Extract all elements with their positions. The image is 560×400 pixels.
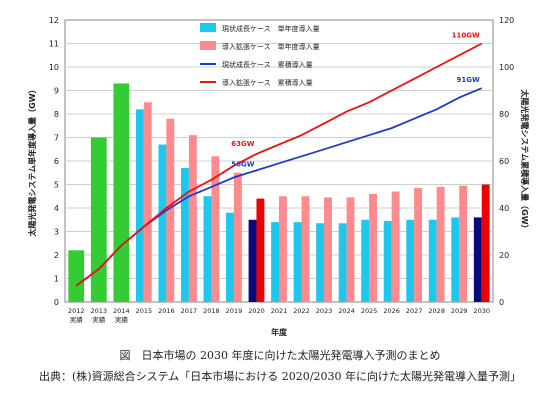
y-left-tick-label: 10 bbox=[49, 63, 59, 72]
x-tick-label: 2017 bbox=[181, 307, 198, 315]
bar-expansion bbox=[143, 102, 152, 302]
bar-expansion bbox=[459, 185, 468, 302]
bar-current-growth bbox=[135, 109, 144, 302]
y-left-tick-label: 7 bbox=[54, 134, 59, 143]
y-right-tick-label: 100 bbox=[499, 63, 514, 72]
legend-label: 導入拡張ケース 累積導入量 bbox=[222, 78, 313, 87]
x-tick-label: 2025 bbox=[361, 307, 378, 315]
x-tick-label: 2028 bbox=[428, 307, 445, 315]
figure-caption: 図 日本市場の 2030 年度に向けた太陽光発電導入予測のまとめ bbox=[119, 349, 441, 362]
bar-current-growth bbox=[248, 219, 257, 302]
bar-expansion bbox=[301, 196, 310, 302]
x-tick-label: 2026 bbox=[383, 307, 400, 315]
x-tick-label: 2019 bbox=[226, 307, 243, 315]
bar-current-growth bbox=[406, 219, 415, 302]
bar-current-growth bbox=[473, 217, 482, 302]
y-left-tick-label: 4 bbox=[54, 204, 59, 213]
bar-current-growth bbox=[428, 219, 437, 302]
y-right-tick-label: 20 bbox=[499, 251, 509, 260]
bar-expansion bbox=[369, 193, 377, 302]
x-axis-title: 年度 bbox=[271, 327, 288, 337]
x-tick-label: 2030 bbox=[473, 307, 490, 315]
bar-expansion bbox=[256, 198, 265, 302]
y-right-tick-label: 60 bbox=[499, 157, 509, 166]
bar-current-growth bbox=[203, 196, 212, 302]
y-left-tick-label: 5 bbox=[54, 181, 59, 190]
bar-expansion bbox=[324, 197, 332, 302]
bar-actual bbox=[90, 137, 107, 302]
x-tick-label: 2013 bbox=[91, 307, 108, 315]
y-left-tick-label: 11 bbox=[49, 40, 59, 49]
bar-current-growth bbox=[158, 144, 167, 302]
y-right-axis-title: 太陽光発電システム累積導入量（GW） bbox=[520, 88, 530, 232]
bar-current-growth bbox=[293, 222, 302, 302]
bar-current-growth bbox=[226, 212, 234, 302]
y-left-tick-label: 8 bbox=[54, 110, 59, 119]
y-left-tick-label: 9 bbox=[54, 87, 59, 96]
bar-actual bbox=[113, 83, 130, 302]
bar-current-growth bbox=[271, 222, 279, 302]
bar-expansion bbox=[166, 118, 175, 302]
x-tick-label: 2018 bbox=[203, 307, 220, 315]
x-tick-label: 2024 bbox=[338, 307, 355, 315]
bar-expansion bbox=[233, 172, 242, 302]
legend-label: 導入拡張ケース 単年度導入量 bbox=[222, 42, 320, 51]
y-left-tick-label: 1 bbox=[54, 275, 59, 284]
y-left-tick-label: 3 bbox=[54, 228, 59, 237]
bar-expansion bbox=[188, 135, 197, 302]
x-tick-label: 2027 bbox=[406, 307, 423, 315]
bar-actual bbox=[68, 250, 85, 302]
legend-label: 現状成長ケース 累積導入量 bbox=[222, 60, 313, 69]
x-tick-label: 2022 bbox=[293, 307, 310, 315]
x-tick-label: 2016 bbox=[158, 307, 175, 315]
x-tick-sublabel: 実績 bbox=[70, 315, 84, 324]
y-left-tick-label: 6 bbox=[54, 157, 59, 166]
y-right-tick-label: 80 bbox=[499, 110, 509, 119]
y-right-tick-label: 40 bbox=[499, 204, 509, 213]
y-right-tick-label: 120 bbox=[499, 16, 514, 25]
annotation-label: 91GW bbox=[457, 76, 480, 84]
bar-expansion bbox=[211, 156, 220, 302]
x-tick-label: 2029 bbox=[451, 307, 468, 315]
legend-swatch bbox=[200, 41, 216, 50]
bar-current-growth bbox=[383, 220, 392, 302]
bar-current-growth bbox=[316, 223, 325, 302]
bar-expansion bbox=[436, 186, 445, 302]
figure-source: 出典：(株)資源総合システム「日本市場における 2020/2030 年に向けた太… bbox=[39, 370, 521, 383]
x-tick-label: 2012 bbox=[68, 307, 85, 315]
bar-expansion bbox=[414, 188, 423, 302]
bar-current-growth bbox=[451, 217, 460, 302]
y-left-axis-title: 太陽光発電システム単年度導入量（GW） bbox=[27, 85, 37, 237]
y-right-tick-label: 0 bbox=[499, 298, 504, 307]
bar-current-growth bbox=[181, 168, 189, 302]
combo-chart: 012345678910111202040608010012056GW63GW9… bbox=[27, 16, 530, 337]
x-tick-sublabel: 実績 bbox=[92, 315, 106, 324]
line-expansion-cumulative bbox=[75, 42, 483, 287]
annotation-label: 63GW bbox=[231, 140, 254, 148]
y-left-tick-label: 12 bbox=[49, 16, 59, 25]
annotation-label: 56GW bbox=[231, 160, 254, 168]
y-left-tick-label: 2 bbox=[54, 251, 59, 260]
x-tick-label: 2014 bbox=[113, 307, 130, 315]
x-tick-label: 2015 bbox=[136, 307, 153, 315]
x-tick-label: 2023 bbox=[316, 307, 333, 315]
bar-expansion bbox=[346, 197, 355, 302]
annotation-label: 110GW bbox=[452, 32, 480, 40]
bar-current-growth bbox=[338, 223, 347, 302]
bar-expansion bbox=[391, 191, 400, 302]
x-tick-label: 2020 bbox=[248, 307, 265, 315]
x-tick-label: 2021 bbox=[271, 307, 288, 315]
bar-expansion bbox=[481, 184, 490, 302]
legend-swatch bbox=[200, 23, 216, 32]
bar-expansion bbox=[279, 196, 287, 302]
bar-current-growth bbox=[361, 219, 370, 302]
x-tick-sublabel: 実績 bbox=[115, 315, 129, 324]
legend-label: 現状成長ケース 単年度導入量 bbox=[222, 24, 320, 33]
y-left-tick-label: 0 bbox=[54, 298, 59, 307]
